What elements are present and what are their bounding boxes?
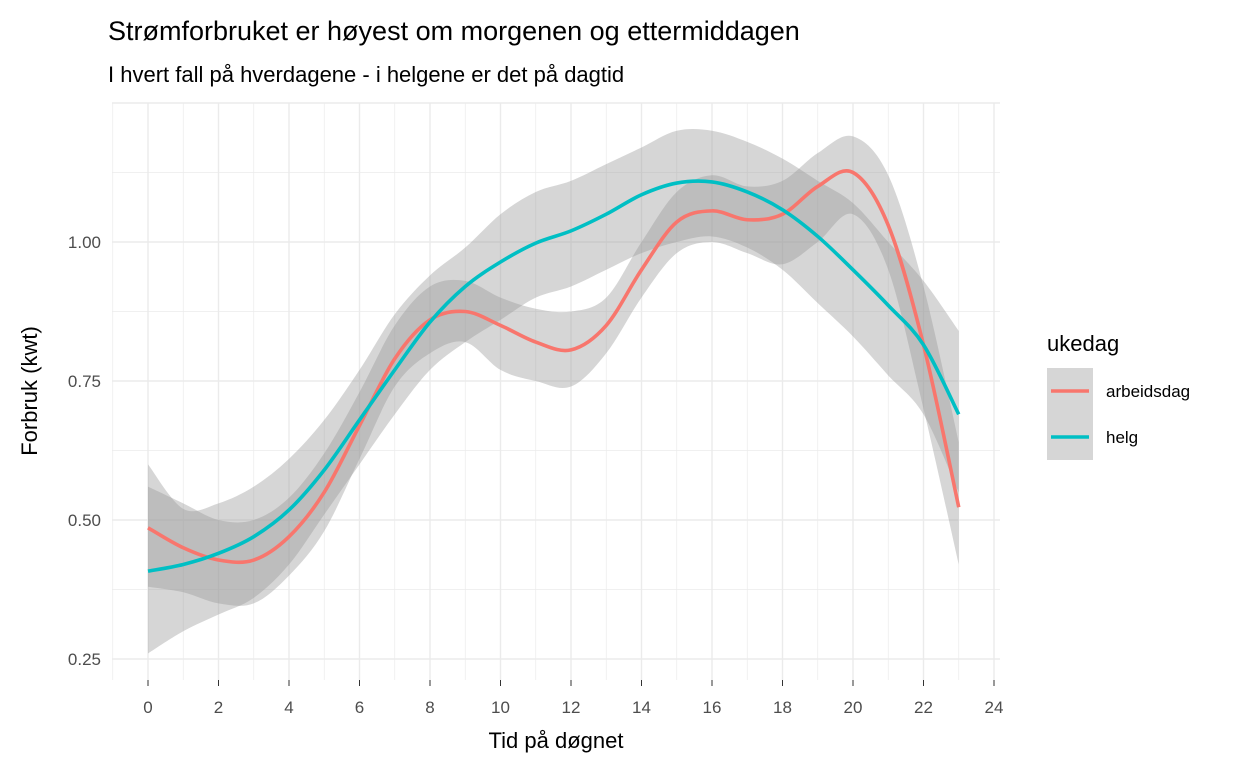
x-tick-label: 0 [143,698,152,717]
x-tick-label: 6 [355,698,364,717]
confidence-band-arbeidsdag [148,135,959,606]
x-tick-label: 2 [214,698,223,717]
x-tick-label: 4 [284,698,293,717]
x-axis-label: Tid på døgnet [489,728,624,753]
y-axis-label: Forbruk (kwt) [17,326,42,456]
x-axis-ticks: 0 2 4 6 8 10 12 14 16 18 20 22 24 [143,680,1003,717]
chart-title: Strømforbruket er høyest om morgenen og … [108,16,800,46]
x-tick-label: 8 [425,698,434,717]
x-tick-label: 24 [985,698,1004,717]
confidence-band-helg [148,129,959,654]
legend-title: ukedag [1047,331,1119,356]
series-lines [147,169,961,573]
x-tick-label: 18 [773,698,792,717]
x-tick-label: 16 [703,698,722,717]
y-tick-label: 0.25 [68,650,101,669]
y-tick-label: 1.00 [68,233,101,252]
series-line-helg [147,179,961,573]
grid [112,102,1000,680]
y-tick-label: 0.50 [68,511,101,530]
chart-subtitle: I hvert fall på hverdagene - i helgene e… [108,62,624,87]
confidence-bands [148,129,959,654]
x-tick-label: 14 [632,698,651,717]
x-tick-label: 22 [914,698,933,717]
x-tick-label: 12 [562,698,581,717]
y-tick-label: 0.75 [68,372,101,391]
series-line-arbeidsdag [147,169,961,565]
legend: ukedag arbeidsdag helg [1047,331,1190,460]
legend-label-helg: helg [1106,428,1138,447]
legend-label-arbeidsdag: arbeidsdag [1106,382,1190,401]
y-axis-ticks: 0.25 0.50 0.75 1.00 [68,233,101,669]
x-tick-label: 20 [844,698,863,717]
x-tick-label: 10 [491,698,510,717]
